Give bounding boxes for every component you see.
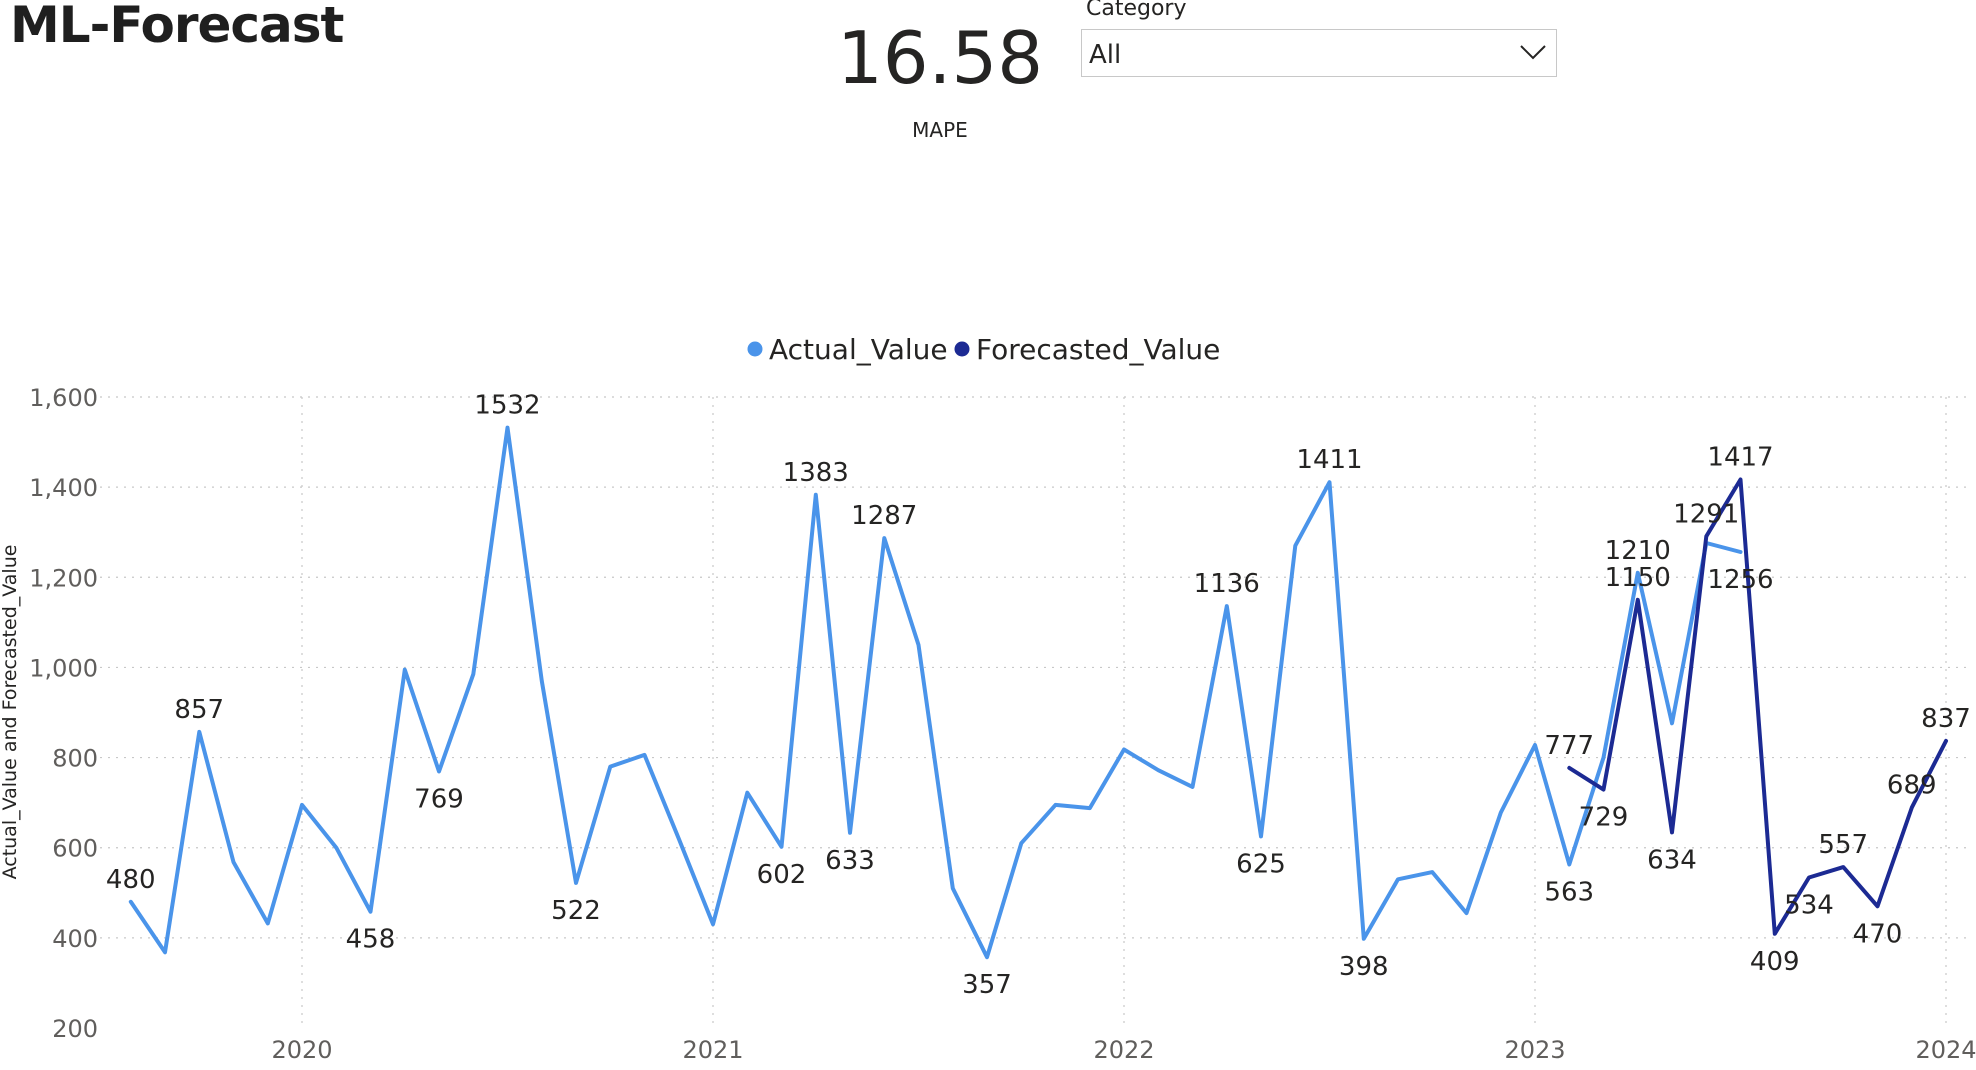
data-label: 689 bbox=[1887, 771, 1937, 801]
data-label: 1383 bbox=[783, 458, 849, 488]
category-dropdown[interactable]: All bbox=[1081, 29, 1557, 77]
y-tick-label: 1,600 bbox=[29, 384, 98, 412]
data-label: 1136 bbox=[1194, 569, 1260, 599]
y-tick-label: 200 bbox=[52, 1015, 98, 1043]
data-label: 1417 bbox=[1707, 442, 1773, 472]
y-tick-label: 1,000 bbox=[29, 654, 98, 682]
x-tick-label: 2023 bbox=[1504, 1036, 1565, 1064]
actual-value-line bbox=[128, 425, 1743, 960]
y-tick-label: 600 bbox=[52, 835, 98, 863]
data-label: 729 bbox=[1579, 803, 1629, 833]
legend-label: Actual_Value bbox=[769, 333, 948, 366]
data-label: 534 bbox=[1784, 890, 1834, 920]
data-label: 480 bbox=[106, 865, 156, 895]
chevron-down-icon bbox=[1520, 45, 1546, 60]
x-tick-label: 2022 bbox=[1093, 1036, 1154, 1064]
x-tick-label: 2021 bbox=[682, 1036, 743, 1064]
data-label: 1411 bbox=[1296, 445, 1362, 475]
data-label: 777 bbox=[1544, 731, 1594, 761]
legend-label: Forecasted_Value bbox=[976, 333, 1220, 366]
mape-label: MAPE bbox=[912, 118, 968, 142]
y-tick-label: 1,400 bbox=[29, 474, 98, 502]
data-label: 1291 bbox=[1673, 499, 1739, 529]
data-label: 409 bbox=[1750, 947, 1800, 977]
forecasted-value-line bbox=[1567, 477, 1948, 936]
category-selected-value: All bbox=[1089, 40, 1122, 70]
data-label: 1256 bbox=[1707, 565, 1773, 595]
data-label: 1532 bbox=[474, 391, 540, 421]
data-label: 557 bbox=[1818, 830, 1868, 860]
data-label: 470 bbox=[1853, 919, 1903, 949]
category-slicer-label: Category bbox=[1086, 0, 1187, 21]
page-title: ML-Forecast bbox=[10, 0, 344, 54]
x-tick-label: 2024 bbox=[1915, 1036, 1976, 1064]
data-label: 458 bbox=[346, 925, 396, 955]
data-label: 633 bbox=[825, 846, 875, 876]
data-label: 634 bbox=[1647, 845, 1697, 875]
y-tick-label: 1,200 bbox=[29, 564, 98, 592]
x-tick-label: 2020 bbox=[271, 1036, 332, 1064]
data-label: 398 bbox=[1339, 952, 1389, 982]
y-tick-label: 800 bbox=[52, 745, 98, 773]
data-label: 602 bbox=[757, 860, 807, 890]
y-axis-title: Actual_Value and Forecasted_Value bbox=[0, 545, 21, 880]
legend-marker bbox=[954, 341, 970, 357]
legend-marker bbox=[747, 341, 763, 357]
data-label: 625 bbox=[1236, 849, 1286, 879]
data-label: 522 bbox=[551, 896, 601, 926]
data-label: 357 bbox=[962, 970, 1012, 1000]
data-label: 1150 bbox=[1605, 563, 1671, 593]
data-label: 857 bbox=[174, 695, 224, 725]
data-label: 769 bbox=[414, 785, 464, 815]
y-tick-label: 400 bbox=[52, 925, 98, 953]
data-label: 1287 bbox=[851, 501, 917, 531]
data-label: 1210 bbox=[1605, 536, 1671, 566]
data-label: 563 bbox=[1544, 877, 1594, 907]
data-label: 837 bbox=[1921, 704, 1971, 734]
mape-value: 16.58 bbox=[836, 16, 1044, 100]
